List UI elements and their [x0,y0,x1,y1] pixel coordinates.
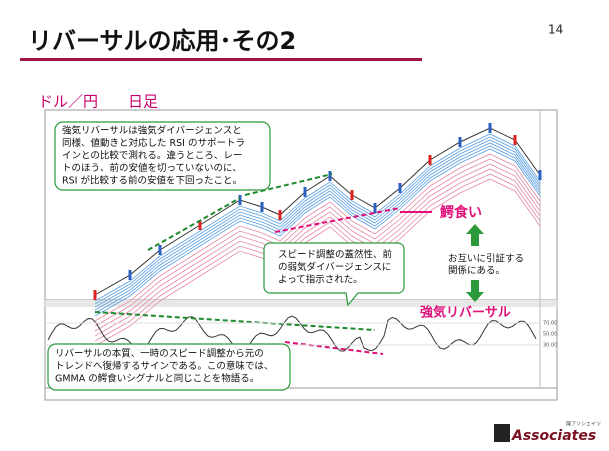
note-line: トのほう、前の安値を切っていないのに、 [62,162,242,174]
candle [158,245,162,255]
note-box [54,121,271,191]
rsi-axis-label: 50.00 [543,332,557,338]
long-band [94,158,541,327]
short-band [94,136,541,305]
price-low-line [274,207,401,233]
page-number: 14 [548,23,563,37]
candle [428,155,432,165]
rsi-low-line [284,341,384,355]
note-line: GMMA の鰐食いシグナルと同じことを物語る。 [55,373,259,385]
rsi-axis-label: 70.00 [543,321,557,327]
note-box [47,343,291,391]
candle [513,135,517,145]
logo-small: 陳アソシエイツ [566,421,601,428]
long-band [94,163,541,332]
note-line: トレンドへ復帰するサインである。この意味では、 [55,360,273,372]
candle [198,220,202,230]
short-band [94,142,541,311]
candle [538,170,542,180]
reversal-label: 強気リバーサル [420,305,511,321]
rsi-line [47,315,537,353]
candle [128,270,132,280]
panel-header [45,300,557,307]
candle [260,202,264,212]
logo-mark [494,424,510,442]
note-line: インとの比較で測れる。違うところ、レー [62,150,242,162]
candle [488,123,492,133]
rsi-divergence-line [94,311,376,331]
candle [238,195,242,205]
mutual-label: お互いに引証する [448,253,524,265]
short-band [94,145,541,314]
long-band [94,178,541,347]
mutual-label: 関係にある。 [448,266,505,277]
candle [373,203,377,213]
candle [350,190,354,200]
logo-text: Associates [511,428,596,444]
short-band [94,148,541,317]
short-band [94,133,541,302]
note-line: リバーサルの本質、一時のスピード調整から元の [55,348,264,360]
up-arrow [466,224,484,246]
title-underline [20,58,422,61]
support-line [244,173,333,196]
note-line: の弱気ダイバージェンスに [278,261,391,273]
long-band [94,168,541,337]
note-line: スピード調整の蓋然性、前 [278,249,392,261]
note-line: RSI が比較する前の安値を下回ったこと。 [62,175,242,187]
rsi-axis-label: 30.00 [543,343,557,349]
candle [303,187,307,197]
note-line: 同様、値動きと対応した RSI のサポートラ [62,137,245,149]
candle [458,137,462,147]
candle [278,210,282,220]
candle [328,171,332,181]
candle [93,290,97,300]
subtitle: ドル／円 日足 [38,93,158,111]
long-band [94,173,541,342]
alligator-label: 鰐食い [439,204,482,221]
slide-title: リバーサルの応用･その2 [28,27,296,55]
candle [398,183,402,193]
down-arrow [466,280,484,302]
short-band [94,139,541,308]
note-line: よって指示された。 [278,274,363,286]
support-line [147,197,241,251]
note-line: 強気リバーサルは強気ダイバージェンスと [62,125,242,137]
long-band [94,153,541,322]
callout-box [263,242,405,307]
